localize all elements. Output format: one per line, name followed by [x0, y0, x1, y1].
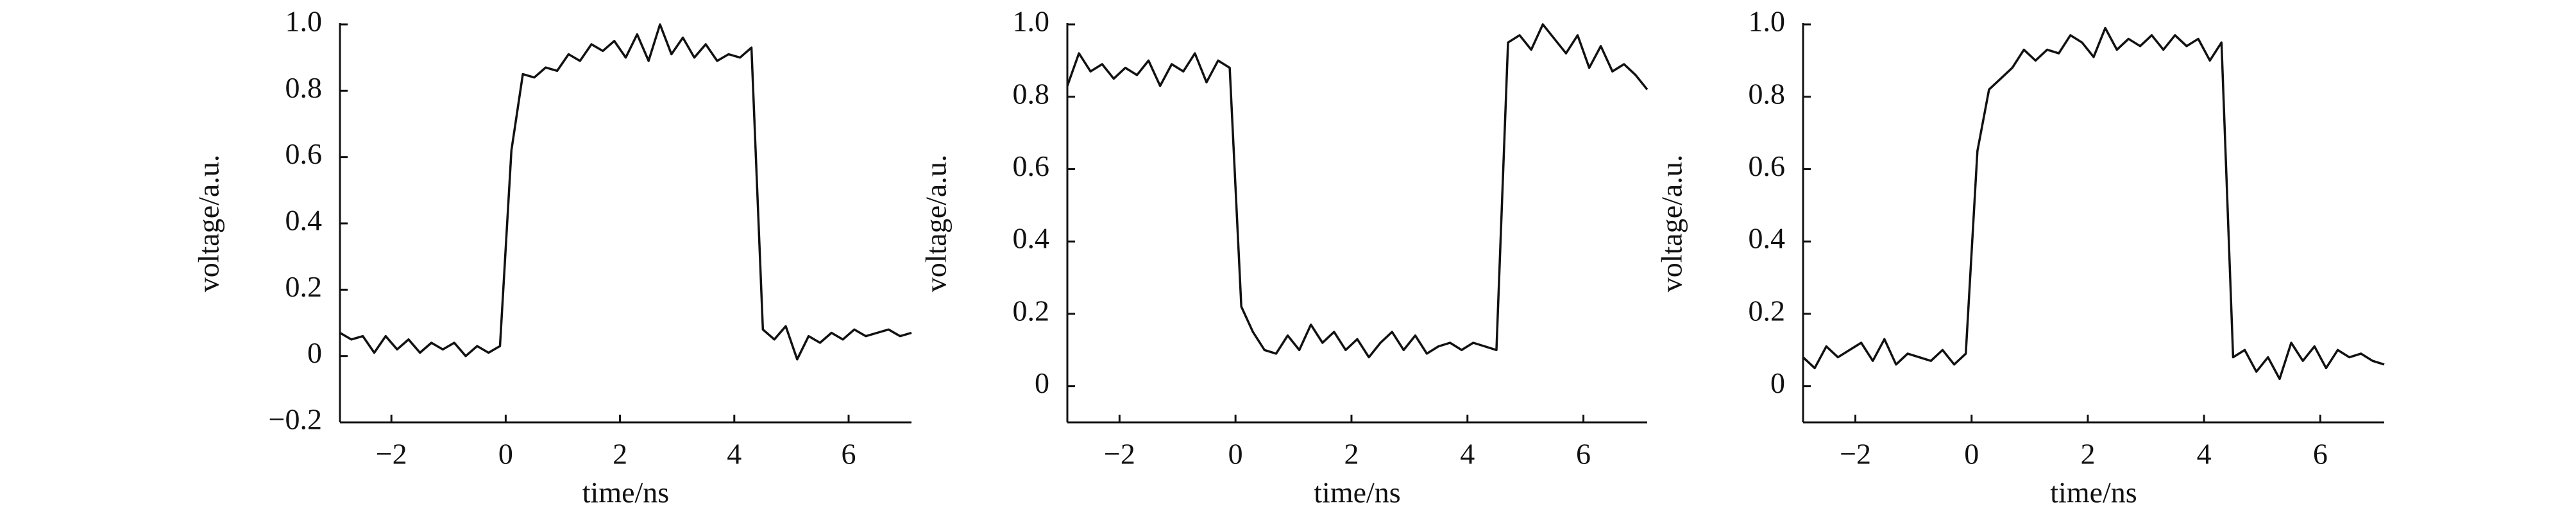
y-tick-label: 0.2	[1013, 294, 1050, 327]
y-tick-label: 0.4	[285, 204, 323, 237]
x-tick-label: 6	[841, 438, 856, 471]
signal-line	[339, 23, 912, 361]
x-tick-label: 6	[1576, 438, 1591, 471]
x-tick-label: 4	[2197, 438, 2212, 471]
y-tick-label: 1.0	[285, 5, 323, 38]
x-tick-label: −2	[1840, 438, 1871, 471]
x-tick-label: −2	[1104, 438, 1135, 471]
y-tick-label: 0.6	[1013, 150, 1050, 182]
x-tick-label: 2	[2080, 438, 2095, 471]
x-tick-label: −2	[376, 438, 407, 471]
x-tick-label: 6	[2313, 438, 2328, 471]
y-tick-label: 0.2	[1749, 294, 1786, 327]
y-axis-label: voltage/a.u.	[1656, 155, 1688, 293]
y-tick-label: 0.6	[285, 137, 323, 170]
y-tick-label: 0.4	[1013, 222, 1050, 255]
y-tick-label: 0.8	[285, 71, 323, 104]
x-axis-label: time/ns	[2050, 476, 2137, 509]
y-axis-label: voltage/a.u.	[920, 155, 953, 293]
y-tick-label: 0	[1035, 367, 1049, 399]
x-tick-label: 2	[1344, 438, 1359, 471]
x-axis-label: time/ns	[1314, 476, 1400, 509]
y-tick-label: 1.0	[1013, 5, 1050, 38]
x-tick-label: 0	[498, 438, 513, 471]
x-tick-label: 2	[613, 438, 627, 471]
y-tick-label: −0.2	[269, 403, 322, 436]
x-tick-label: 0	[1228, 438, 1243, 471]
signal-line	[1802, 26, 2385, 381]
x-tick-label: 0	[1964, 438, 1979, 471]
x-tick-label: 4	[727, 438, 741, 471]
y-tick-label: 0.4	[1749, 222, 1786, 255]
y-tick-label: 0.8	[1749, 77, 1786, 110]
y-tick-label: 0	[307, 336, 322, 369]
y-tick-label: 0	[1770, 367, 1785, 399]
y-tick-label: 0.2	[285, 270, 323, 303]
x-tick-label: 4	[1460, 438, 1475, 471]
y-tick-label: 0.6	[1749, 150, 1786, 182]
y-tick-label: 1.0	[1749, 5, 1786, 38]
y-tick-label: 0.8	[1013, 77, 1050, 110]
x-axis-label: time/ns	[582, 476, 669, 509]
y-axis-label: voltage/a.u.	[192, 155, 225, 293]
signal-line	[1066, 23, 1648, 359]
